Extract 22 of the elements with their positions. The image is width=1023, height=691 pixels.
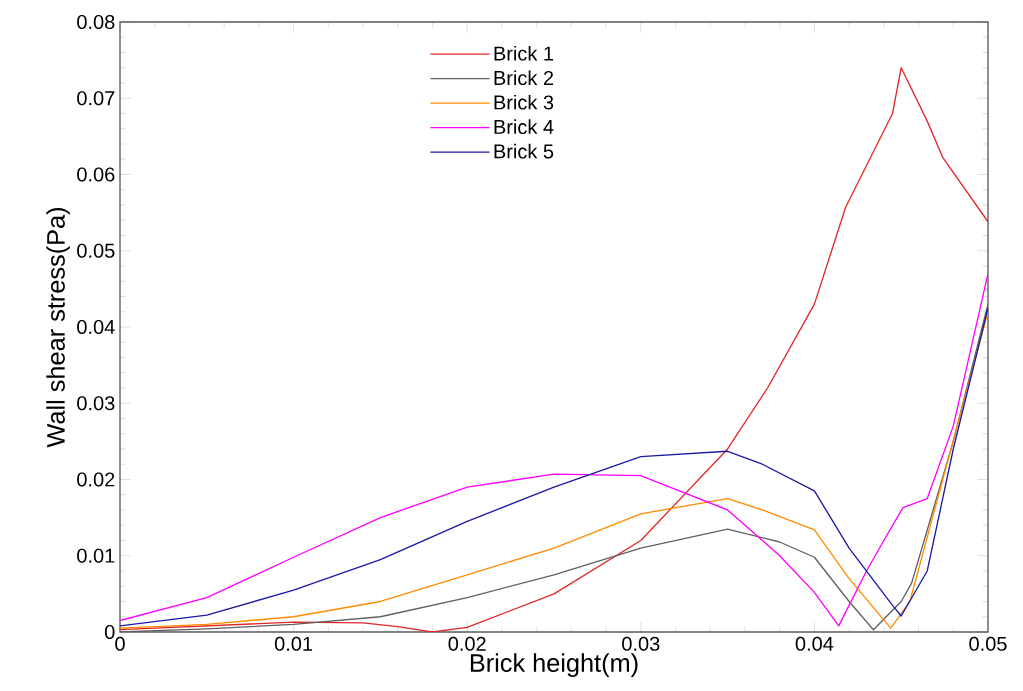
legend-label: Brick 1 — [494, 45, 554, 61]
legend-label: Brick 5 — [494, 143, 554, 159]
y-tick-label: 0.05 — [77, 243, 115, 258]
legend-label: Brick 4 — [494, 119, 554, 135]
y-tick-label: 0.07 — [77, 91, 115, 106]
y-tick-label: 0.01 — [77, 548, 115, 563]
legend-label: Brick 3 — [494, 94, 554, 110]
x-tick-label: 0.03 — [622, 636, 660, 651]
y-tick-label: 0.06 — [77, 167, 115, 182]
x-tick-label: 0.04 — [795, 636, 834, 651]
y-tick-label: 0.02 — [77, 472, 115, 487]
y-tick-label: 0.03 — [77, 396, 115, 411]
x-tick-label: 0.05 — [969, 636, 1007, 651]
x-tick-label: 0.02 — [448, 636, 486, 651]
y-tick-label: 0.08 — [77, 14, 115, 30]
y-tick-label: 0 — [104, 624, 115, 640]
x-axis-title: Brick height(m) — [470, 653, 638, 677]
x-tick-label: 0 — [115, 636, 125, 651]
x-tick-label: 0.01 — [274, 636, 313, 651]
legend-label: Brick 2 — [494, 70, 554, 86]
y-axis-title: Wall shear stress(Pa) — [46, 208, 70, 448]
y-tick-label: 0.04 — [77, 319, 115, 335]
